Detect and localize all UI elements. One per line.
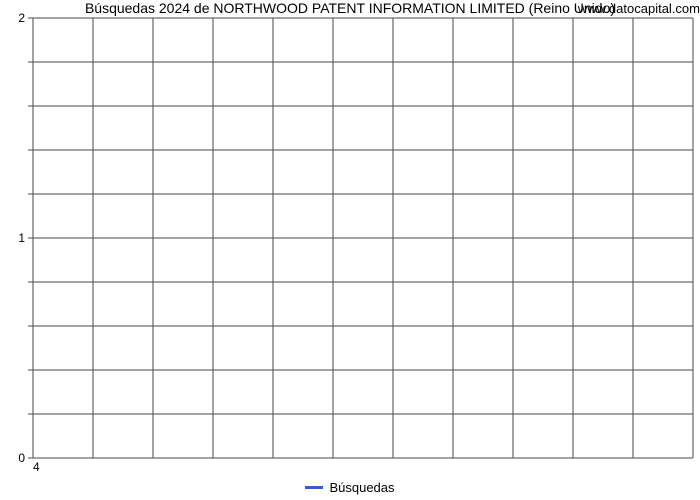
plot-area [0, 0, 700, 500]
x-tick-label: 4 [33, 460, 40, 474]
legend-label: Búsquedas [329, 480, 394, 495]
legend: Búsquedas [0, 480, 700, 495]
chart-container: Búsquedas 2024 de NORTHWOOD PATENT INFOR… [0, 0, 700, 500]
y-tick-label: 1 [18, 231, 25, 245]
y-tick-label: 0 [18, 451, 25, 465]
y-tick-label: 2 [18, 11, 25, 25]
legend-swatch [305, 486, 323, 489]
